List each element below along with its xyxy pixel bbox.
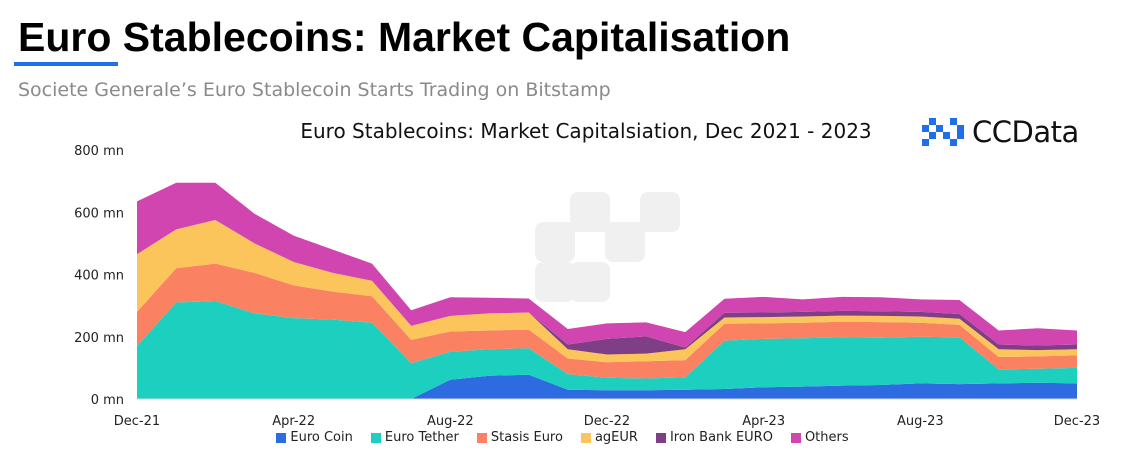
x-tick-label: Apr-23: [742, 414, 785, 429]
legend-label: Others: [804, 430, 849, 445]
legend-swatch: [790, 432, 801, 443]
x-tick-label: Dec-21: [114, 414, 160, 429]
x-tick-label: Dec-22: [584, 414, 630, 429]
watermark: [535, 192, 680, 302]
series-area-stasis-euro: [137, 263, 1077, 379]
chart-axes: 0 mn 200 mn 400 mn 600 mn 800 mn Dec-21 Apr-22…: [74, 144, 1100, 429]
legend-swatch: [276, 432, 287, 443]
legend-label: Stasis Euro: [490, 430, 563, 445]
series-area-euro-coin: [137, 374, 1077, 399]
chart-title: Euro Stablecoins: Market Capitalsiation,…: [300, 119, 871, 143]
series-area-euro-tether: [137, 301, 1077, 399]
logo-text: CCData: [972, 115, 1079, 149]
legend-label: Euro Coin: [290, 430, 353, 445]
y-tick-label: 400 mn: [74, 269, 124, 284]
legend-label: Iron Bank EURO: [669, 430, 773, 445]
y-tick-label: 200 mn: [74, 331, 124, 346]
title-underline: [14, 62, 118, 66]
legend-label: Euro Tether: [384, 430, 459, 445]
y-tick-label: 0 mn: [91, 393, 124, 408]
legend-item: Iron Bank EURO: [655, 430, 773, 445]
y-tick-label: 600 mn: [74, 206, 124, 221]
ccdata-logo-icon: [922, 118, 964, 146]
x-tick-label: Aug-22: [427, 414, 474, 429]
ccdata-logo: CCData: [922, 115, 1079, 149]
legend-item: Others: [790, 430, 849, 445]
legend-item: agEUR: [580, 430, 638, 445]
x-tick-label: Aug-23: [897, 414, 944, 429]
y-tick-label: 800 mn: [74, 144, 124, 159]
x-tick-label: Apr-22: [272, 414, 315, 429]
x-tick-label: Dec-23: [1054, 414, 1100, 429]
legend-swatch: [655, 432, 666, 443]
series-area-ageur: [137, 220, 1077, 363]
legend-item: Euro Coin: [276, 430, 353, 445]
chart-areas: [137, 182, 1077, 399]
page-subtitle: Societe Generale’s Euro Stablecoin Start…: [18, 79, 611, 101]
legend-item: Stasis Euro: [476, 430, 563, 445]
legend-swatch: [580, 432, 591, 443]
legend-swatch: [370, 432, 381, 443]
chart-legend: Euro Coin Euro Tether Stasis Euro agEUR Iron…: [0, 430, 1125, 445]
series-area-others: [137, 182, 1077, 348]
legend-label: agEUR: [594, 430, 638, 445]
page-title: Euro Stablecoins: Market Capitalisation: [18, 14, 791, 60]
legend-swatch: [476, 432, 487, 443]
legend-item: Euro Tether: [370, 430, 459, 445]
